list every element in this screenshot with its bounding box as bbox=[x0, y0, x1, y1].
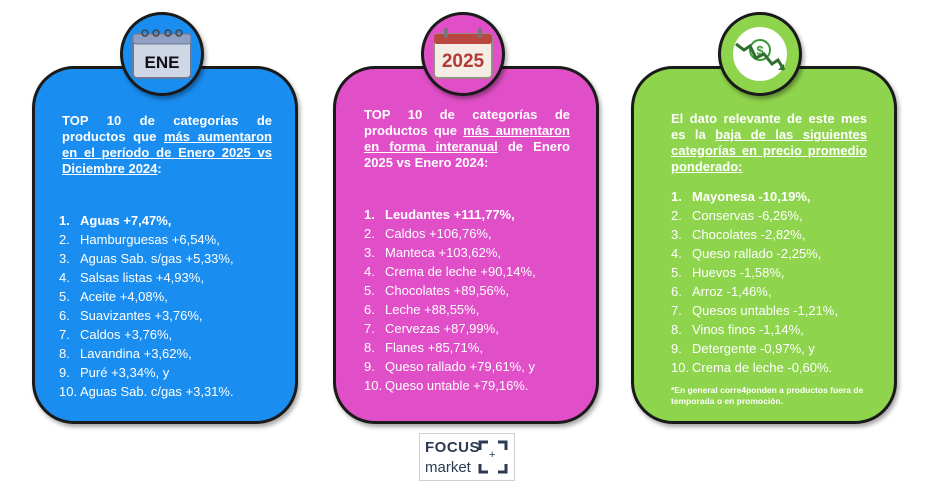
list-item: 3. Aguas Sab. s/gas +5,33%, bbox=[59, 251, 234, 266]
list-item: 9. Puré +3,34%, y bbox=[59, 365, 170, 380]
list-item: 4. Crema de leche +90,14%, bbox=[364, 264, 536, 279]
list-item: 8. Lavandina +3,62%, bbox=[59, 346, 192, 361]
ranking-list: 1. Leudantes +111,77%, 2. Caldos +106,76%,… bbox=[364, 205, 536, 395]
list-item: 8. Flanes +85,71%, bbox=[364, 340, 483, 355]
list-item: 5. Aceite +4,08%, bbox=[59, 289, 168, 304]
list-item: 7. Cervezas +87,99%, bbox=[364, 321, 499, 336]
calendar-icon bbox=[433, 28, 493, 79]
list-item: 1. Leudantes +111,77%, bbox=[364, 207, 515, 222]
logo-text-focus: FOCUS bbox=[425, 439, 480, 456]
list-item: 1. Mayonesa -10,19%, bbox=[671, 189, 811, 204]
card-heading: TOP 10 de categorías de productos que má… bbox=[364, 107, 570, 170]
list-item: 2. Hamburguesas +6,54%, bbox=[59, 232, 220, 247]
list-item: 8. Vinos finos -1,14%, bbox=[671, 322, 804, 337]
card-heading: TOP 10 de categorías de productos que má… bbox=[62, 113, 272, 176]
list-item: 6. Leche +88,55%, bbox=[364, 302, 480, 317]
list-item: 6. Arroz -1,46%, bbox=[671, 284, 772, 299]
logo-frame-icon bbox=[478, 440, 508, 474]
logo-plus-mark: + bbox=[489, 449, 496, 461]
card-monthly-increase: TOP 10 de categorías de productos que má… bbox=[32, 66, 298, 424]
card-heading: El dato relevante de este mes es la baja… bbox=[671, 111, 868, 174]
footnote: *En general corre4ponden a productos fue… bbox=[671, 385, 864, 406]
list-item: 9. Detergente -0,97%, y bbox=[671, 341, 815, 356]
list-item: 5. Chocolates +89,56%, bbox=[364, 283, 509, 298]
list-item: 10. Aguas Sab. c/gas +3,31%. bbox=[59, 384, 234, 399]
money-down-icon: $ bbox=[733, 27, 787, 81]
list-item: 9. Queso rallado +79,61%, y bbox=[364, 359, 535, 374]
ranking-list: 1. Mayonesa -10,19%, 2. Conservas -6,26%, … bbox=[671, 187, 838, 377]
list-item: 2. Conservas -6,26%, bbox=[671, 208, 803, 223]
list-item: 7. Caldos +3,76%, bbox=[59, 327, 173, 342]
badge-label: 2025 bbox=[441, 51, 485, 72]
calendar-icon bbox=[132, 29, 192, 79]
list-item: 7. Quesos untables -1,21%, bbox=[671, 303, 838, 318]
list-item: 1. Aguas +7,47%, bbox=[59, 213, 172, 228]
card-price-decrease: El dato relevante de este mes es la baja… bbox=[631, 66, 897, 424]
logo-text-market: market bbox=[425, 459, 471, 476]
svg-text:$: $ bbox=[756, 43, 764, 58]
price-drop-badge: $ bbox=[718, 12, 802, 96]
list-item: 4. Queso rallado -2,25%, bbox=[671, 246, 822, 261]
list-item: 4. Salsas listas +4,93%, bbox=[59, 270, 204, 285]
ranking-list: 1. Aguas +7,47%, 2. Hamburguesas +6,54%, 3… bbox=[59, 211, 234, 401]
card-yearly-increase: TOP 10 de categorías de productos que má… bbox=[333, 66, 599, 424]
list-item: 6. Suavizantes +3,76%, bbox=[59, 308, 203, 323]
list-item: 3. Chocolates -2,82%, bbox=[671, 227, 806, 242]
list-item: 10. Queso untable +79,16%. bbox=[364, 378, 529, 393]
list-item: 5. Huevos -1,58%, bbox=[671, 265, 785, 280]
badge-label: ENE bbox=[144, 53, 180, 72]
calendar-badge: ENE bbox=[120, 12, 204, 96]
list-item: 2. Caldos +106,76%, bbox=[364, 226, 492, 241]
year-badge: 2025 bbox=[421, 12, 505, 96]
focus-market-logo: FOCUS market + bbox=[419, 433, 515, 481]
list-item: 3. Manteca +103,62%, bbox=[364, 245, 501, 260]
list-item: 10. Crema de leche -0,60%. bbox=[671, 360, 833, 375]
